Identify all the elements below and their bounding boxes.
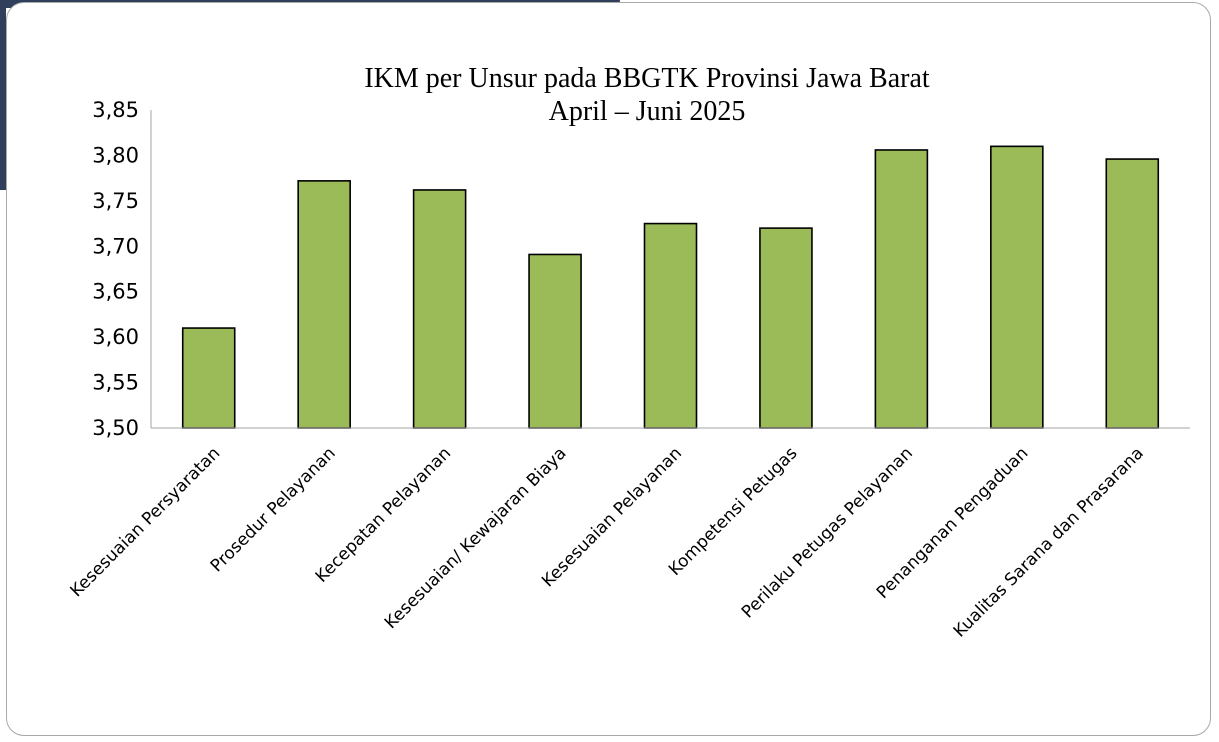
y-tick-label: 3,75 xyxy=(92,189,139,213)
x-category-label: Kualitas Sarana dan Prasarana xyxy=(950,443,1148,641)
bar xyxy=(181,327,236,429)
bar xyxy=(643,222,698,429)
x-category-label: Kesesuaian/ Kewajaran Biaya xyxy=(381,443,571,633)
bar xyxy=(297,180,351,429)
y-tick-label: 3,80 xyxy=(92,143,139,167)
side-strip xyxy=(0,0,6,190)
y-tick-label: 3,85 xyxy=(92,98,139,122)
y-tick-label: 3,60 xyxy=(92,325,139,349)
y-axis-ticks: 3,50 3,55 3,60 3,65 3,70 3,75 3,80 3,85 xyxy=(92,98,139,440)
bars-group xyxy=(181,145,1160,429)
y-tick-label: 3,50 xyxy=(92,416,139,440)
bar xyxy=(1105,158,1160,429)
bar xyxy=(528,253,582,429)
x-category-label: Prosedur Pelayanan xyxy=(207,443,340,576)
x-category-label: Kesesuaian Persyaratan xyxy=(66,443,224,601)
chart-title: IKM per Unsur pada BBGTK Provinsi Jawa B… xyxy=(364,63,930,94)
bar xyxy=(990,145,1044,429)
y-tick-label: 3,55 xyxy=(92,371,139,395)
y-tick-label: 3,65 xyxy=(92,280,139,304)
x-category-label: Kompetensi Petugas xyxy=(665,443,802,580)
bar xyxy=(412,189,467,429)
bar xyxy=(759,227,813,429)
chart-subtitle: April – Juni 2025 xyxy=(549,96,746,127)
y-tick-label: 3,70 xyxy=(92,234,139,258)
bar xyxy=(874,149,929,429)
